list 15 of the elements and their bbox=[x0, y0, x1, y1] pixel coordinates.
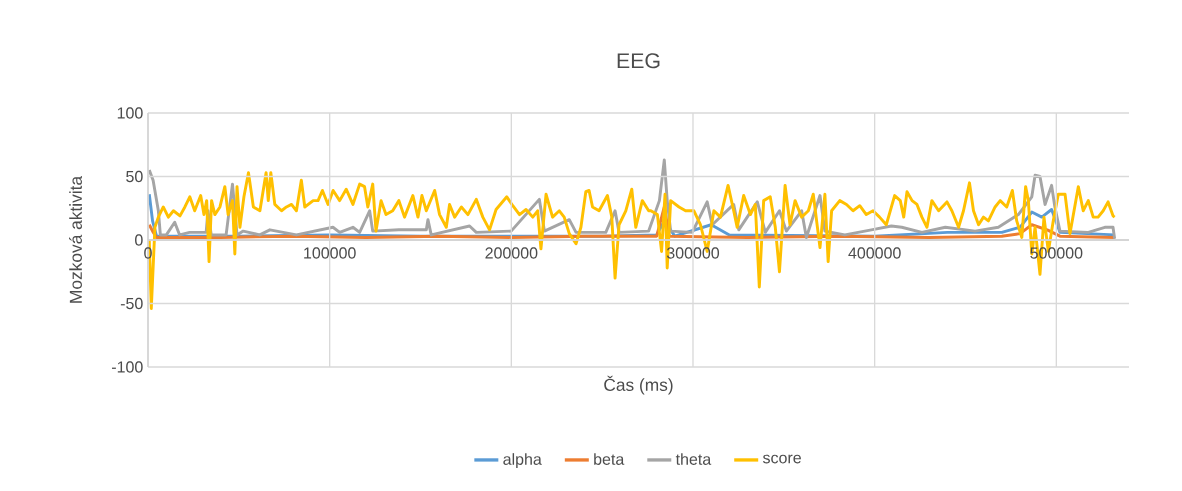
legend-label: theta bbox=[675, 453, 712, 465]
x-tick-label: 400000 bbox=[848, 247, 901, 259]
legend-label: alpha bbox=[503, 453, 542, 469]
y-tick-label: 0 bbox=[135, 234, 143, 246]
y-tick-label: 100 bbox=[117, 107, 143, 119]
y-tick-label: 50 bbox=[126, 170, 143, 183]
legend-label: beta bbox=[594, 453, 625, 465]
x-axis-title: Čas (ms) bbox=[604, 375, 673, 395]
x-tick-label: 200000 bbox=[485, 247, 538, 259]
x-tick-label: 100000 bbox=[304, 247, 356, 259]
legend-label: score bbox=[762, 454, 801, 464]
chart-title: EEG bbox=[617, 53, 660, 69]
y-tick-label: -100 bbox=[111, 361, 143, 373]
y-axis-title: Mozková aktivita bbox=[69, 175, 82, 303]
y-tick-label: -50 bbox=[120, 297, 143, 310]
